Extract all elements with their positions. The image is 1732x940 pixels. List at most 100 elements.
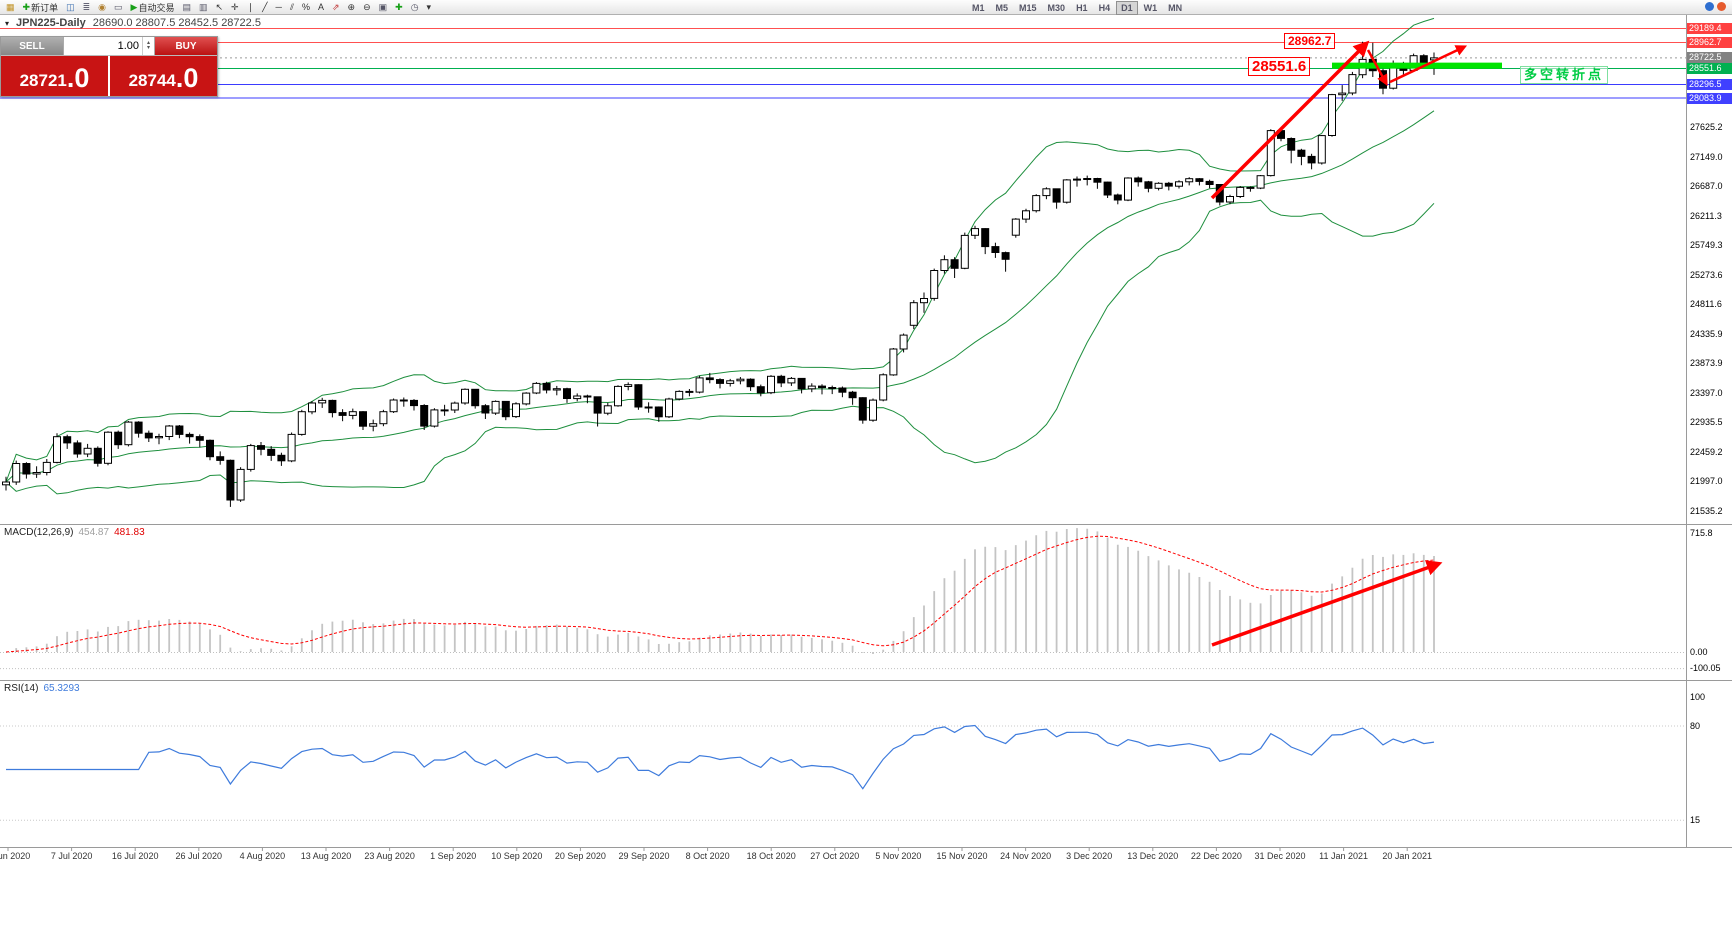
date-axis-label: 7 Jul 2020 [50,851,93,861]
rsi-label: RSI(14) 65.3293 [4,683,80,694]
macd-axis-label: -100.05 [1690,663,1721,674]
date-axis-label: 26 Jul 2020 [175,851,223,861]
crosshair-icon[interactable]: ✛ [231,2,239,12]
price-axis-label: 28962.7 [1687,37,1732,49]
templates-dropdown-icon[interactable]: ▾ [426,2,432,12]
date-axis-label: 13 Dec 2020 [1127,851,1179,861]
one-click-trading-panel: SELL 1.00 ▴ ▾ BUY 28721 .0 28744 .0 [0,36,218,97]
macd-label: MACD(12,26,9) 454.87 481.83 [4,527,145,538]
date-axis-label: 24 Nov 2020 [1000,851,1052,861]
date-axis-label: 20 Jan 2021 [1382,851,1432,861]
equidistant-channel-icon[interactable]: ⫽ [289,2,294,12]
autotrading-button[interactable]: ▶ 自动交易 [130,2,175,13]
timeframe-group: M1 M5 M15 M30 H1 H4 D1 W1 MN [967,1,1187,15]
macd-signal-value: 481.83 [114,527,145,538]
status-dot-blue[interactable] [1705,2,1714,11]
cursor-icon[interactable]: ↖ [215,2,224,12]
profiles-icon[interactable]: ▥ [198,2,208,12]
date-axis-label: 11 Jan 2021 [1319,851,1369,861]
price-axis-label: 27625.2 [1690,121,1723,132]
date-axis-label: 15 Nov 2020 [936,851,988,861]
timeframe-w1-button[interactable]: W1 [1143,3,1158,13]
chart-title: ▾ JPN225-Daily 28690.0 28807.5 28452.5 2… [5,17,261,29]
date-axis-label: 29 Sep 2020 [618,851,670,861]
date-axis-label: 31 Dec 2020 [1254,851,1306,861]
macd-axis-label: 0.00 [1690,646,1708,657]
price-axis-label: 23397.0 [1690,388,1723,399]
macd-axis-label: 715.8 [1690,527,1713,538]
price-axis-label: 24811.6 [1690,298,1722,309]
buy-button[interactable]: BUY [155,37,217,55]
symbol-ohlc-values: 28690.0 28807.5 28452.5 28722.5 [92,17,261,29]
indicators-icon[interactable]: ✚ [395,2,403,12]
toolbar-left: ▦ ✚ 新订单 ◫ ≣ ◉ ▭ ▶ 自动交易 ▤ ▥ ↖ ✛ ❘ ╱ ─ ⫽% A ⇗ ⊕ ⊖ ▣ ✚ ◷ ▾ [3,0,434,14]
timeframe-d1-button[interactable]: D1 [1116,1,1138,15]
timeframe-m5-button[interactable]: M5 [995,3,1009,13]
timeframe-m30-button[interactable]: M30 [1047,3,1066,13]
zoom-out-icon[interactable]: ⊖ [363,2,371,12]
sell-price-frac: .0 [66,63,90,93]
sell-button[interactable]: SELL [1,37,63,55]
price-axis-label: 28296.5 [1687,79,1732,91]
timeframe-h1-button[interactable]: H1 [1076,3,1088,13]
volume-value[interactable]: 1.00 [117,40,139,52]
price-axis-label: 22935.5 [1690,417,1723,428]
chart-window-icon[interactable]: ▦ [6,2,15,12]
timeframe-h4-button[interactable]: H4 [1098,3,1111,13]
date-axis-label: 10 Sep 2020 [491,851,543,861]
annotation-turning-point[interactable]: 多空转折点 [1520,66,1609,84]
new-chart-icon[interactable]: ▤ [182,2,191,12]
toolbar: ▦ ✚ 新订单 ◫ ≣ ◉ ▭ ▶ 自动交易 ▤ ▥ ↖ ✛ ❘ ╱ ─ ⫽% A ⇗ ⊕ ⊖ ▣ ✚ ◷ ▾ M1 M5 M15 M… [0,0,1732,15]
timeframe-m15-button[interactable]: M15 [1019,3,1037,13]
zoom-in-icon[interactable]: ⊕ [347,2,356,12]
price-axis-label: 25273.6 [1690,269,1723,280]
window-dots [1705,2,1726,11]
text-label-icon[interactable]: A [317,2,324,12]
price-axis-label: 21997.0 [1690,476,1723,487]
chart-marker-icon: ▾ [5,18,10,28]
volume-down-arrow-icon[interactable]: ▾ [146,45,150,51]
status-dot-orange[interactable] [1717,2,1726,11]
date-axis-label: 4 Aug 2020 [239,851,286,861]
market-watch-icon[interactable]: ◫ [66,2,75,12]
price-axis-label: 26687.0 [1690,180,1723,191]
period-icon[interactable]: ◷ [410,2,419,12]
terminal-icon[interactable]: ▭ [114,2,123,12]
navigator-icon[interactable]: ◉ [98,2,106,12]
rsi-axis-label: 80 [1690,720,1701,731]
annotation-resistance-price[interactable]: 28962.7 [1284,33,1336,49]
fibonacci-icon[interactable]: % [301,2,310,12]
horizontal-line-icon[interactable]: ─ [275,2,282,12]
new-order-button[interactable]: ✚ 新订单 [22,2,59,13]
rsi-axis-label: 100 [1690,691,1706,702]
sell-price-int: 28721 [19,71,67,90]
sell-price-button[interactable]: 28721 .0 [1,56,108,96]
date-axis-label: 22 Dec 2020 [1190,851,1242,861]
price-axis-label: 29189.4 [1687,22,1732,34]
date-axis-label: 27 Oct 2020 [810,851,860,861]
timeframe-mn-button[interactable]: MN [1168,3,1183,13]
volume-field[interactable]: 1.00 ▴ ▾ [63,37,155,55]
data-window-icon[interactable]: ≣ [82,2,91,12]
date-axis-label: 3 Dec 2020 [1066,851,1113,861]
buy-price-frac: .0 [175,63,199,93]
trendline-icon[interactable]: ╱ [262,2,268,12]
price-axis-label: 22459.2 [1690,447,1723,458]
date-axis-label: 18 Oct 2020 [746,851,796,861]
price-axis-label: 21535.2 [1690,505,1723,516]
price-axis-label: 26211.3 [1690,210,1722,221]
vertical-line-icon[interactable]: ❘ [246,2,255,12]
volume-up-arrow-icon[interactable]: ▴ [146,40,150,46]
tile-windows-icon[interactable]: ▣ [378,2,388,12]
buy-price-button[interactable]: 28744 .0 [110,56,217,96]
timeframe-m1-button[interactable]: M1 [972,3,985,13]
macd-main-value: 454.87 [78,527,110,538]
annotation-support-price[interactable]: 28551.6 [1248,57,1311,76]
volume-stepper: ▴ ▾ [142,37,154,55]
date-axis-label: 8 Jun 2020 [0,851,31,861]
price-axis-label: 28722.5 [1687,52,1732,64]
arrows-tool-icon[interactable]: ⇗ [331,2,340,12]
rsi-axis-label: 15 [1690,814,1701,825]
